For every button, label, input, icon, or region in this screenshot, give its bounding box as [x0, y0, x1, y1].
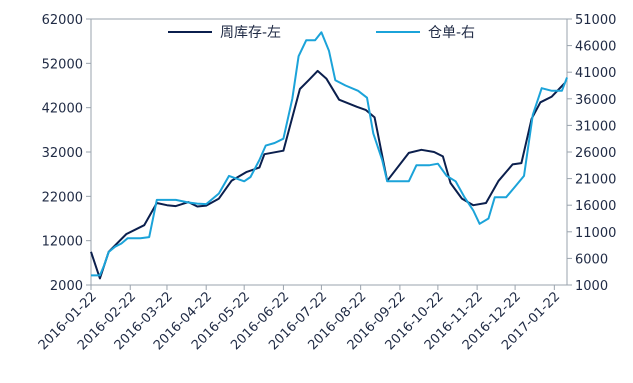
y-left-tick-label: 12000 — [42, 235, 83, 250]
y-right-tick-label: 51000 — [575, 13, 616, 28]
y-left-tick-label: 2000 — [50, 279, 83, 294]
y-left-tick-label: 52000 — [42, 57, 83, 72]
y-right-tick-label: 46000 — [575, 40, 616, 55]
y-right-tick-label: 1000 — [575, 279, 608, 294]
y-left-tick-label: 42000 — [42, 102, 83, 117]
y-right-tick-label: 36000 — [575, 93, 616, 108]
legend-label-1: 周库存-左 — [220, 25, 281, 41]
y-right-tick-label: 16000 — [575, 199, 616, 214]
y-left-tick-label: 22000 — [42, 190, 83, 205]
y-right-tick-label: 6000 — [575, 252, 608, 267]
series-line-2 — [91, 31, 568, 277]
y-axis-right-ticks: 1000 6000 11000 16000 21000 26000 31000 36000 41… — [567, 13, 616, 294]
legend: 周库存-左 仓单-右 — [168, 25, 475, 41]
y-right-tick-label: 11000 — [575, 226, 616, 241]
y-left-tick-label: 32000 — [42, 146, 83, 161]
y-right-tick-label: 26000 — [575, 146, 616, 161]
legend-label-2: 仓单-右 — [428, 25, 475, 41]
y-right-tick-label: 41000 — [575, 66, 616, 81]
series-layer — [90, 31, 568, 280]
y-right-tick-label: 31000 — [575, 119, 616, 134]
y-right-tick-label: 21000 — [575, 173, 616, 188]
y-left-tick-label: 62000 — [42, 13, 83, 28]
y-axis-left-ticks: 2000 12000 22000 32000 42000 52000 62000 — [42, 13, 91, 294]
series-line-1 — [90, 69, 566, 280]
